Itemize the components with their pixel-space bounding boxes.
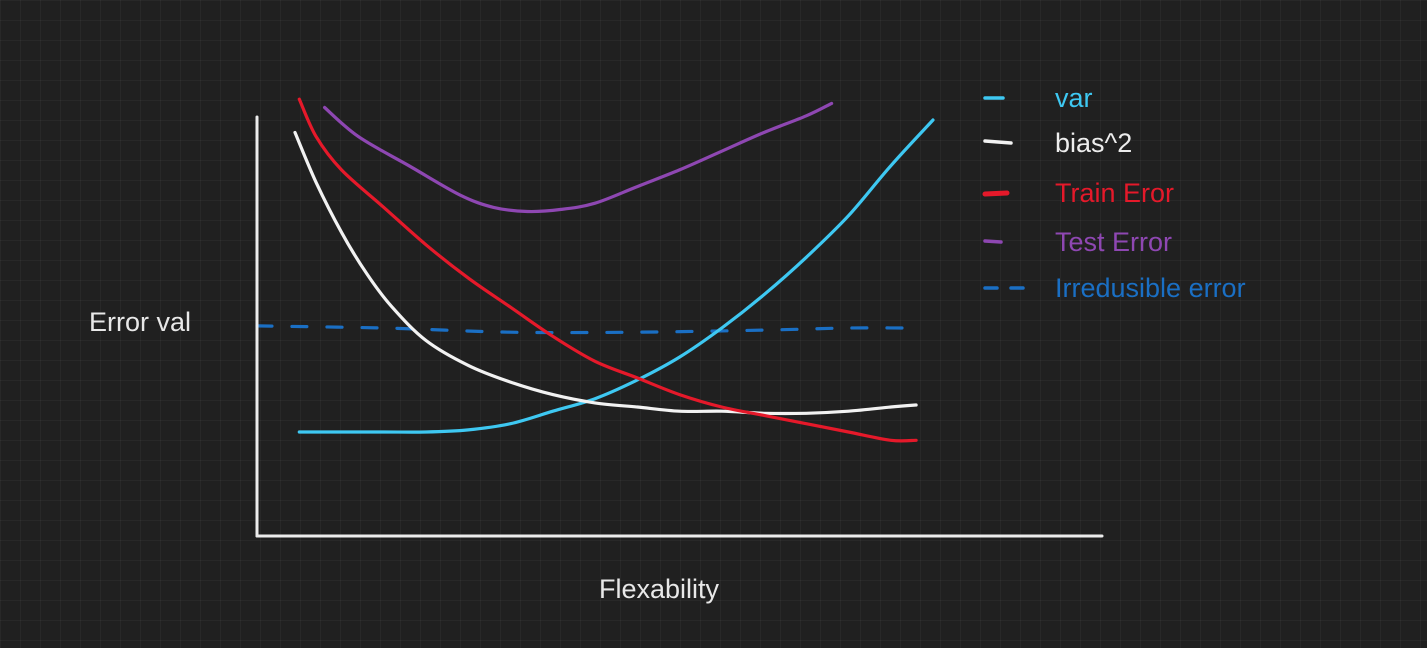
x-axis-label: Flexability (599, 574, 720, 604)
legend-label-bias-2: bias^2 (1055, 128, 1132, 158)
series-line-var (297, 118, 935, 434)
series-line-bias-2 (293, 130, 918, 416)
legend: var bias^2 Train Eror Test Error Irredusible… (982, 83, 1246, 303)
series-layer (255, 97, 935, 443)
legend-label-irredusible-error: Irredusible error (1055, 273, 1246, 303)
legend-label-train-eror: Train Eror (1055, 178, 1174, 208)
legend-label-var: var (1055, 83, 1093, 113)
series-line-irredusible-error (255, 324, 910, 335)
series-line-train-eror (297, 97, 918, 443)
legend-marker-bias-2 (983, 139, 1013, 145)
legend-marker-test-error (983, 239, 1003, 244)
y-axis-label: Error val (89, 307, 191, 337)
series-line-test-error (323, 101, 834, 214)
legend-marker-train-eror (982, 190, 1010, 197)
legend-label-test-error: Test Error (1055, 227, 1172, 257)
